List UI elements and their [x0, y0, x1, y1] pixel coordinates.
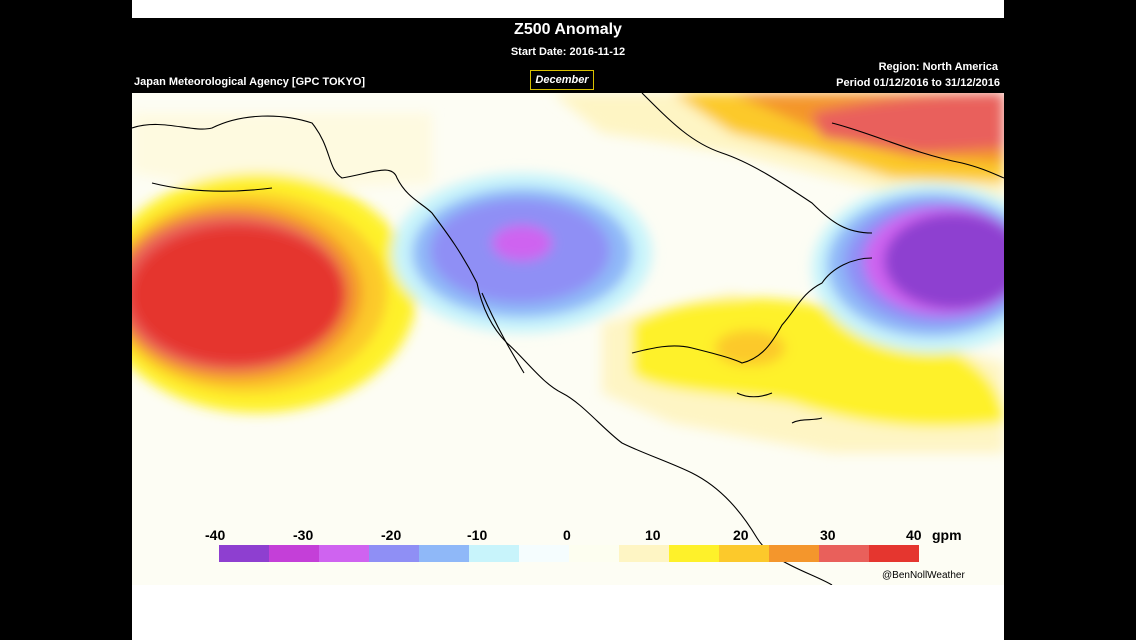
legend-swatch	[369, 545, 419, 562]
cuba-coast	[736, 392, 773, 398]
legend-swatch	[619, 545, 669, 562]
legend-swatch	[519, 545, 569, 562]
legend-tick: -40	[205, 527, 226, 543]
legend-swatch	[219, 545, 269, 562]
map-canvas	[132, 93, 1004, 585]
legend-swatch	[719, 545, 769, 562]
legend-swatch	[569, 545, 619, 562]
legend-swatch	[269, 545, 319, 562]
period-label: Period 01/12/2016 to 31/12/2016	[836, 77, 1000, 89]
credit-label: @BenNollWeather	[882, 570, 965, 581]
gulf-alaska-high-40	[132, 225, 345, 365]
start-date: Start Date: 2016-11-12	[510, 46, 626, 58]
legend-unit: gpm	[932, 527, 962, 543]
hispaniola-coast	[791, 417, 823, 424]
coastlines	[132, 93, 1004, 585]
legend-tick: -30	[293, 527, 314, 543]
legend-tick: 10	[645, 527, 661, 543]
legend-tick: 0	[563, 527, 571, 543]
legend-swatch	[819, 545, 869, 562]
hudson-bay-coast	[641, 93, 873, 234]
pnw-low-30	[492, 225, 552, 261]
aleutian-chain	[151, 182, 273, 192]
greenland-coast	[831, 122, 1004, 179]
map-header: Z500 Anomaly Start Date: 2016-11-12 Japa…	[132, 18, 1004, 93]
anomaly-map	[132, 93, 1004, 585]
legend-swatch	[869, 545, 919, 562]
month-label: December	[530, 70, 594, 90]
legend-swatch	[319, 545, 369, 562]
legend-swatch	[669, 545, 719, 562]
north-pacific-band	[132, 113, 432, 193]
legend-swatch	[469, 545, 519, 562]
region-label: Region: North America	[878, 61, 998, 73]
southeast-high-25	[715, 330, 785, 366]
legend-swatch	[419, 545, 469, 562]
color-legend	[219, 545, 919, 562]
gulf-atlantic-coast	[631, 257, 873, 364]
legend-tick: 30	[820, 527, 836, 543]
legend-tick: 40	[906, 527, 922, 543]
pacific-coast	[132, 115, 833, 585]
southeast-high-20	[632, 298, 1004, 427]
legend-swatch	[769, 545, 819, 562]
legend-tick: -10	[467, 527, 488, 543]
greenland-high-30	[812, 93, 1004, 153]
atlantic-low-40	[884, 213, 1004, 309]
legend-tick: 20	[733, 527, 749, 543]
legend-tick: -20	[381, 527, 402, 543]
baja-peninsula	[481, 292, 525, 374]
map-title: Z500 Anomaly	[514, 21, 622, 38]
agency-label: Japan Meteorological Agency [GPC TOKYO]	[134, 76, 366, 88]
